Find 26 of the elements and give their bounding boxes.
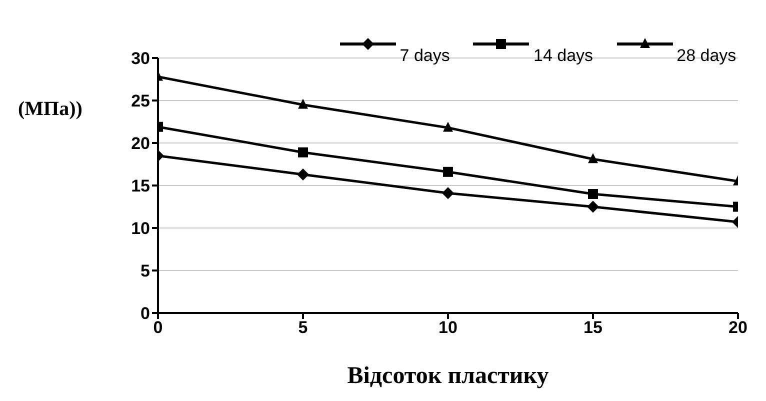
x-tick-label: 15 [584,318,602,338]
y-tick-label: 5 [140,262,150,281]
y-tick-label: 15 [131,176,150,196]
x-tick-label: 20 [728,318,748,338]
point [297,168,309,180]
y-tick-label: 0 [140,304,150,324]
x-tick-label: 5 [298,318,308,338]
point [443,122,453,132]
point [443,166,453,177]
point [298,147,308,158]
y-tick-label: 10 [131,219,150,238]
x-tick-label: 0 [153,318,163,338]
y-tick-label: 30 [131,49,150,68]
point [587,200,599,213]
point [588,153,598,164]
legend-label: 14 days [533,46,594,66]
y-tick-label: 20 [131,134,150,154]
point [588,189,598,199]
legend-label: 28 days [676,46,736,66]
legend-label: 7 days [400,46,450,66]
y-axis-title: (МПа)) [18,98,82,121]
point [442,187,454,200]
y-tick-label: 25 [131,92,150,111]
point [298,98,308,109]
x-axis-title: Відсоток пластику [347,363,549,389]
x-tick-label: 10 [438,318,458,338]
